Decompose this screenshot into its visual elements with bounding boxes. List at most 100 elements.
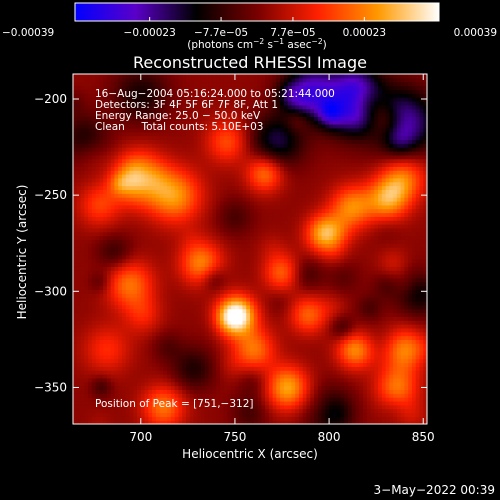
heatmap-cell [231,331,236,337]
heatmap-cell [91,277,97,283]
heatmap-cell [317,408,323,414]
heatmap-cell [374,239,379,244]
heatmap-cell [280,408,285,414]
heatmap-cell [329,358,334,364]
heatmap-cell [287,281,293,287]
heatmap-cell [167,220,172,225]
heatmap-cell [351,339,357,344]
heatmap-cell [419,335,424,340]
heatmap-cell [344,243,349,248]
heatmap-cell [178,262,183,267]
heatmap-cell [298,262,304,267]
heatmap-cell [314,393,319,398]
heatmap-cell [370,220,375,225]
heatmap-cell [219,227,225,233]
heatmap-cell [321,381,326,387]
heatmap-cell [193,374,198,379]
heatmap-cell [204,258,210,264]
heatmap-cell [80,297,85,302]
heatmap-cell [144,397,149,402]
heatmap-cell [231,416,236,421]
heatmap-cell [144,281,149,287]
heatmap-cell [201,235,206,240]
heatmap-cell [238,416,244,421]
heatmap-cell [355,362,360,367]
heatmap-cell [411,308,417,314]
heatmap-cell [163,397,168,402]
heatmap-cell [231,358,236,364]
heatmap-cell [167,389,172,394]
heatmap-cell [306,366,311,371]
heatmap-cell [234,300,240,306]
heatmap-cell [140,320,146,325]
heatmap-cell [298,247,304,252]
heatmap-cell [253,254,259,260]
heatmap-cell [302,316,308,321]
heatmap-cell [302,400,308,406]
heatmap-cell [163,381,168,387]
heatmap-cell [298,277,304,283]
heatmap-cell [400,277,406,283]
heatmap-cell [174,366,180,371]
heatmap-cell [80,231,85,237]
heatmap-cell [216,385,221,390]
heatmap-cell [389,285,394,290]
heatmap-cell [144,416,149,421]
heatmap-cell [118,397,123,402]
heatmap-cell [110,227,116,233]
heatmap-cell [125,370,131,375]
heatmap-cell [242,397,247,402]
heatmap-cell [314,277,319,283]
heatmap-cell [283,274,289,279]
heatmap-cell [408,324,413,329]
heatmap-cell [170,227,176,233]
heatmap-cell [366,408,372,414]
heatmap-cell [351,308,357,314]
heatmap-cell [261,404,266,410]
heatmap-cell [298,304,304,310]
heatmap-cell [378,412,383,417]
heatmap-cell [385,247,390,252]
heatmap-cell [182,343,187,348]
heatmap-cell [423,243,427,248]
heatmap-cell [329,243,334,248]
heatmap-cell [310,350,315,356]
heatmap-cell [84,316,89,321]
heatmap-cell [336,270,341,275]
heatmap-cell [268,416,274,421]
heatmap-cell [99,347,104,352]
heatmap-cell [91,408,97,414]
heatmap-cell [185,308,191,314]
heatmap-cell [411,343,417,348]
heatmap-cell [137,408,142,414]
heatmap-cell [118,277,123,283]
colorbar-tick-label: −7.7e−05 [194,27,248,39]
heatmap-cell [287,331,293,337]
heatmap-cell [80,320,85,325]
heatmap-cell [114,420,119,424]
heatmap-cell [95,335,100,340]
heatmap-cell [99,231,104,237]
heatmap-cell [362,224,368,229]
heatmap-cell [185,300,191,306]
heatmap-cell [106,389,112,394]
heatmap-cell [253,277,259,283]
heatmap-cell [396,266,402,271]
heatmap-cell [193,408,198,414]
heatmap-cell [415,343,421,348]
heatmap-cell [415,258,421,264]
heatmap-cell [174,262,180,267]
heatmap-cell [167,400,172,406]
heatmap-cell [325,266,330,271]
heatmap-cell [231,374,236,379]
heatmap-cell [144,300,149,306]
heatmap-cell [212,366,217,371]
heatmap-cell [321,304,326,310]
heatmap-cell [411,235,417,240]
heatmap-cell [231,289,236,294]
heatmap-cell [314,258,319,264]
heatmap-cell [329,297,334,302]
heatmap-cell [121,354,127,360]
heatmap-cell [140,354,146,360]
heatmap-cell [88,239,93,244]
